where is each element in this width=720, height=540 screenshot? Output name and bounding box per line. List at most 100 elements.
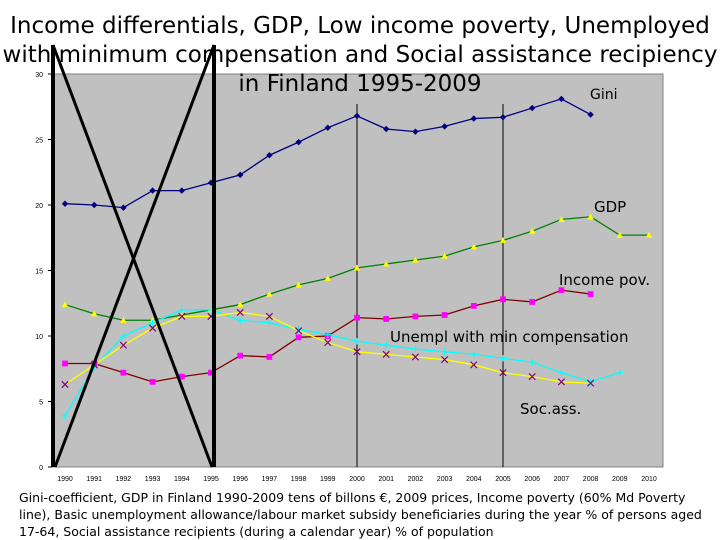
data-point xyxy=(120,369,127,376)
data-point xyxy=(295,281,302,288)
data-point xyxy=(237,171,244,179)
data-point xyxy=(91,201,98,209)
data-point xyxy=(324,331,331,338)
data-point xyxy=(383,260,390,267)
data-point xyxy=(382,350,390,358)
data-point xyxy=(383,316,390,322)
series-label-unempl-with-min-compensation: Unempl with min compensation xyxy=(390,328,628,346)
data-point xyxy=(558,369,565,376)
data-point xyxy=(470,351,477,358)
data-point xyxy=(558,216,565,222)
data-point xyxy=(295,138,302,146)
data-point xyxy=(208,369,214,376)
cross-out-diagonal-1 xyxy=(51,44,214,468)
data-point xyxy=(149,319,156,327)
data-point xyxy=(586,379,595,387)
data-point xyxy=(529,104,536,112)
data-point xyxy=(266,152,273,159)
data-point xyxy=(528,372,536,381)
data-point xyxy=(412,128,419,135)
data-point xyxy=(61,200,69,207)
data-point xyxy=(178,312,186,320)
data-point xyxy=(178,187,185,194)
data-point xyxy=(499,355,507,362)
data-point xyxy=(558,95,565,103)
cross-out-diagonal-2 xyxy=(53,44,216,468)
data-point xyxy=(119,341,128,349)
data-point xyxy=(324,124,331,131)
data-point xyxy=(148,324,157,332)
data-point xyxy=(412,256,419,263)
x-tick-label: 2005 xyxy=(495,476,511,483)
data-point xyxy=(529,299,536,305)
x-tick-label: 2007 xyxy=(554,476,570,483)
data-point xyxy=(120,332,127,340)
x-tick-label: 1991 xyxy=(86,476,102,483)
y-tick-label: 25 xyxy=(35,138,43,145)
data-point xyxy=(149,187,156,194)
x-tick-label: 1992 xyxy=(116,476,132,483)
data-point xyxy=(412,313,419,320)
data-point xyxy=(645,231,653,238)
data-point xyxy=(383,341,390,349)
data-point xyxy=(294,327,303,335)
data-point xyxy=(353,112,361,120)
data-point xyxy=(62,360,68,367)
data-point xyxy=(470,302,477,309)
data-point xyxy=(529,228,536,234)
y-tick-label: 30 xyxy=(35,72,43,79)
data-point xyxy=(236,308,244,317)
y-tick-label: 15 xyxy=(35,269,43,276)
data-point xyxy=(353,338,361,345)
x-tick-label: 2006 xyxy=(524,476,540,483)
x-tick-label: 2004 xyxy=(466,476,482,483)
data-point xyxy=(178,306,185,313)
data-point xyxy=(120,204,127,211)
data-point xyxy=(265,312,274,320)
data-point xyxy=(499,237,507,243)
data-point xyxy=(470,115,477,122)
data-point xyxy=(120,317,127,323)
data-point xyxy=(529,359,536,366)
series-label-social-assistance-recipients: Soc.ass. xyxy=(520,400,581,418)
data-point xyxy=(324,338,332,347)
data-point xyxy=(266,290,273,297)
data-point xyxy=(237,301,244,308)
data-point xyxy=(587,291,594,297)
x-tick-label: 1997 xyxy=(262,476,278,483)
data-point xyxy=(178,373,185,380)
x-tick-label: 1999 xyxy=(320,476,336,483)
series-label-income-poverty: Income pov. xyxy=(559,271,650,289)
y-tick-label: 20 xyxy=(35,203,43,210)
data-point xyxy=(441,252,448,259)
y-tick-label: 0 xyxy=(39,465,43,472)
data-point xyxy=(557,378,566,386)
data-point xyxy=(91,310,98,317)
data-point xyxy=(587,213,594,220)
x-tick-label: 2001 xyxy=(378,476,394,483)
x-tick-label: 1994 xyxy=(174,476,190,483)
data-point xyxy=(61,412,69,420)
data-point xyxy=(470,243,477,250)
data-point xyxy=(237,352,244,359)
data-point xyxy=(266,354,273,360)
data-point xyxy=(353,264,361,271)
data-point xyxy=(149,378,156,385)
data-point xyxy=(470,361,478,369)
data-point xyxy=(500,296,506,303)
data-point xyxy=(587,111,594,118)
x-tick-label: 2002 xyxy=(408,476,424,483)
x-tick-label: 2009 xyxy=(612,476,628,483)
x-tick-label: 2003 xyxy=(437,476,453,483)
x-tick-label: 2008 xyxy=(583,476,599,483)
x-tick-label: 2010 xyxy=(641,476,657,483)
data-point xyxy=(354,314,360,321)
data-point xyxy=(616,369,623,376)
x-tick-label: 2000 xyxy=(349,476,365,483)
data-point xyxy=(412,345,419,353)
data-point xyxy=(411,353,420,361)
data-point xyxy=(441,348,448,355)
data-point xyxy=(295,334,302,341)
x-tick-label: 1995 xyxy=(203,476,219,483)
